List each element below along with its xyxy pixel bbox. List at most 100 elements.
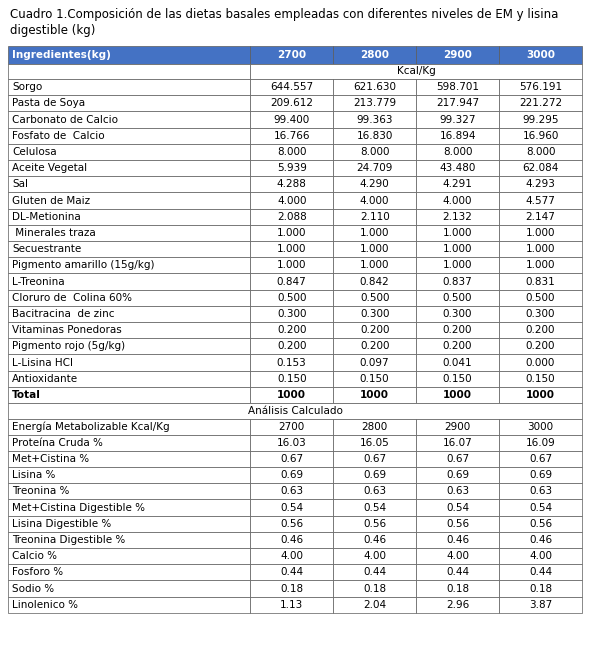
Text: 0.300: 0.300 <box>277 309 306 319</box>
Bar <box>250 176 333 193</box>
Text: 2800: 2800 <box>362 421 388 432</box>
Text: 16.960: 16.960 <box>522 130 559 140</box>
Text: 0.46: 0.46 <box>363 535 386 545</box>
Bar <box>416 160 499 176</box>
Bar <box>333 290 416 306</box>
Text: 1000: 1000 <box>277 390 306 400</box>
Text: 4.00: 4.00 <box>280 551 303 561</box>
Bar <box>416 419 499 435</box>
Bar <box>8 532 250 548</box>
Text: Cuadro 1.Composición de las dietas basales empleadas con diferentes niveles de E: Cuadro 1.Composición de las dietas basal… <box>10 8 558 21</box>
Bar <box>416 306 499 322</box>
Text: Aceite Vegetal: Aceite Vegetal <box>12 163 87 173</box>
Text: 221.272: 221.272 <box>519 98 562 108</box>
Bar <box>499 274 582 290</box>
Bar <box>250 483 333 500</box>
Bar <box>499 532 582 548</box>
Bar <box>250 322 333 339</box>
Text: 0.200: 0.200 <box>526 341 555 351</box>
Bar <box>416 483 499 500</box>
Text: Fosforo %: Fosforo % <box>12 567 63 577</box>
Bar <box>333 322 416 339</box>
Text: 0.54: 0.54 <box>363 502 386 512</box>
Text: 4.00: 4.00 <box>363 551 386 561</box>
Bar <box>416 500 499 516</box>
Bar <box>333 435 416 451</box>
Text: 0.69: 0.69 <box>280 470 303 480</box>
Bar <box>8 371 250 387</box>
Text: 0.44: 0.44 <box>446 567 469 577</box>
Text: 2900: 2900 <box>444 421 471 432</box>
Text: 0.200: 0.200 <box>443 341 473 351</box>
Bar <box>333 160 416 176</box>
Bar <box>8 435 250 451</box>
Text: Ingredientes(kg): Ingredientes(kg) <box>12 50 111 60</box>
Bar <box>333 79 416 95</box>
Text: Sorgo: Sorgo <box>12 82 42 92</box>
Text: 99.400: 99.400 <box>274 114 310 124</box>
Text: Calcio %: Calcio % <box>12 551 57 561</box>
Text: 1.000: 1.000 <box>277 244 306 254</box>
Text: 4.000: 4.000 <box>360 195 389 205</box>
Bar <box>416 128 499 144</box>
Text: 1.000: 1.000 <box>277 228 306 238</box>
Text: 0.69: 0.69 <box>446 470 469 480</box>
Text: Vitaminas Ponedoras: Vitaminas Ponedoras <box>12 325 122 335</box>
Text: DL-Metionina: DL-Metionina <box>12 211 81 221</box>
Bar <box>8 225 250 241</box>
Bar <box>499 467 582 483</box>
Bar <box>250 306 333 322</box>
Text: 2900: 2900 <box>443 50 472 60</box>
Bar <box>416 322 499 339</box>
Text: 0.18: 0.18 <box>280 583 303 593</box>
Text: 4.000: 4.000 <box>443 195 473 205</box>
Text: L-Lisina HCl: L-Lisina HCl <box>12 357 73 367</box>
Text: 2.088: 2.088 <box>277 211 307 221</box>
Bar <box>416 532 499 548</box>
Bar <box>333 339 416 355</box>
Bar <box>499 516 582 532</box>
Text: 0.200: 0.200 <box>526 325 555 335</box>
Text: 0.200: 0.200 <box>277 325 306 335</box>
Bar <box>250 387 333 403</box>
Bar <box>333 144 416 160</box>
Bar <box>8 548 250 564</box>
Text: 0.150: 0.150 <box>360 374 389 384</box>
Bar <box>499 597 582 613</box>
Bar <box>333 128 416 144</box>
Bar <box>499 160 582 176</box>
Text: Gluten de Maiz: Gluten de Maiz <box>12 195 90 205</box>
Bar <box>499 209 582 225</box>
Bar <box>250 257 333 274</box>
Bar <box>416 46 499 64</box>
Text: 0.63: 0.63 <box>363 486 386 496</box>
Text: 1.13: 1.13 <box>280 600 303 610</box>
Bar <box>416 274 499 290</box>
Text: 4.00: 4.00 <box>529 551 552 561</box>
Text: 0.46: 0.46 <box>529 535 552 545</box>
Text: Linolenico %: Linolenico % <box>12 600 78 610</box>
Bar <box>333 371 416 387</box>
Text: 0.18: 0.18 <box>446 583 469 593</box>
Text: 0.69: 0.69 <box>363 470 386 480</box>
Text: 0.56: 0.56 <box>280 518 303 529</box>
Bar <box>416 451 499 467</box>
Bar <box>250 435 333 451</box>
Text: 213.779: 213.779 <box>353 98 396 108</box>
Text: 2700: 2700 <box>277 50 306 60</box>
Text: 5.939: 5.939 <box>277 163 307 173</box>
Text: 0.67: 0.67 <box>446 454 469 464</box>
Text: 4.000: 4.000 <box>277 195 306 205</box>
Text: 0.67: 0.67 <box>363 454 386 464</box>
Text: Carbonato de Calcio: Carbonato de Calcio <box>12 114 118 124</box>
Text: 1.000: 1.000 <box>277 260 306 270</box>
Bar <box>416 339 499 355</box>
Text: 0.300: 0.300 <box>443 309 473 319</box>
Text: 1.000: 1.000 <box>443 244 473 254</box>
Text: 0.200: 0.200 <box>277 341 306 351</box>
Text: Sal: Sal <box>12 179 28 189</box>
Text: 4.288: 4.288 <box>277 179 307 189</box>
Bar <box>8 193 250 209</box>
Bar <box>250 95 333 112</box>
Text: 0.56: 0.56 <box>446 518 469 529</box>
